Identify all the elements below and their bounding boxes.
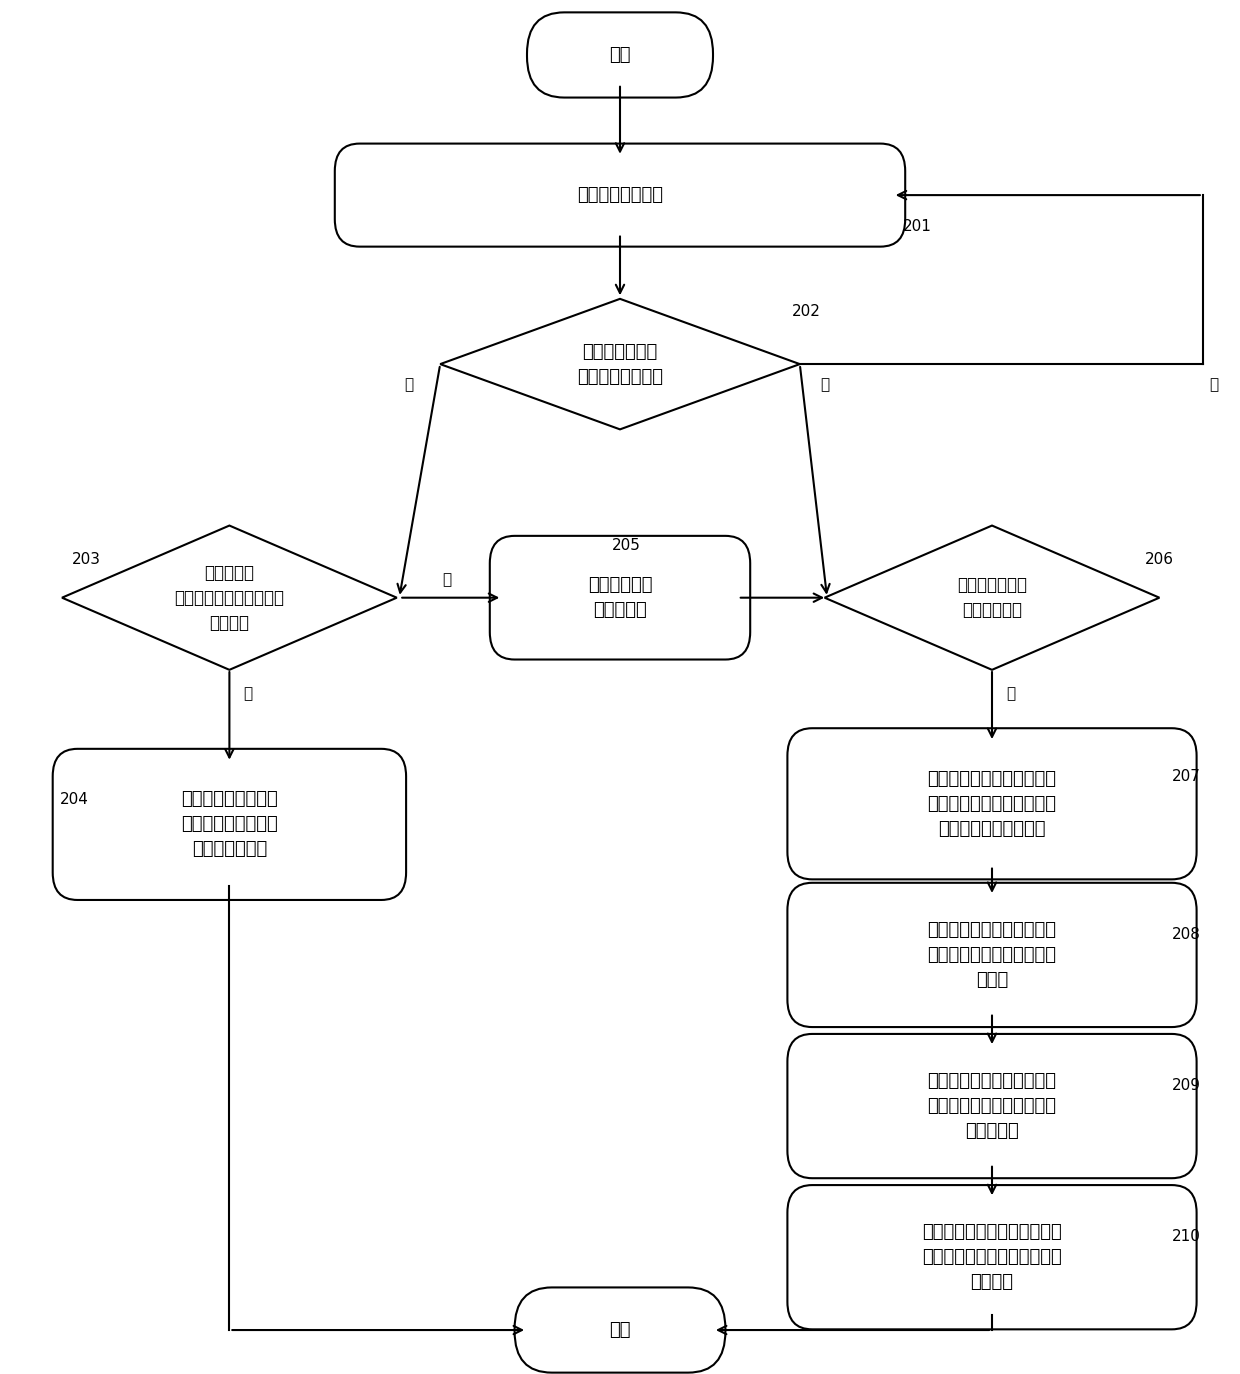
Text: 208: 208: [1172, 927, 1202, 941]
FancyBboxPatch shape: [787, 1184, 1197, 1330]
Text: 206: 206: [1145, 552, 1174, 566]
Text: 210: 210: [1172, 1230, 1202, 1243]
FancyBboxPatch shape: [787, 1035, 1197, 1179]
Text: 结束: 结束: [609, 1320, 631, 1340]
FancyBboxPatch shape: [787, 728, 1197, 879]
Text: 判断环境中是否
存在交互对象: 判断环境中是否 存在交互对象: [957, 576, 1027, 620]
FancyBboxPatch shape: [527, 12, 713, 98]
Text: 进入人机交互状态: 进入人机交互状态: [577, 185, 663, 205]
Text: 确定声音信号
的来源方向: 确定声音信号 的来源方向: [588, 576, 652, 620]
FancyBboxPatch shape: [335, 144, 905, 247]
Text: 将交互对象在世界坐标下的
坐标转换为麦克风坐标系下
的坐标: 将交互对象在世界坐标下的 坐标转换为麦克风坐标系下 的坐标: [928, 921, 1056, 989]
Text: 根据声音信号的来源
方向确定麦克风阵列
波束成型的角度: 根据声音信号的来源 方向确定麦克风阵列 波束成型的角度: [181, 790, 278, 859]
Text: 205: 205: [611, 539, 641, 552]
Text: 基于修正的麦克风阵列的声源
位置，确定麦克风阵列波束成
型的角度: 基于修正的麦克风阵列的声源 位置，确定麦克风阵列波束成 型的角度: [923, 1223, 1061, 1292]
Text: 203: 203: [72, 552, 102, 566]
FancyBboxPatch shape: [515, 1287, 725, 1373]
Text: 209: 209: [1172, 1079, 1202, 1092]
Text: 202: 202: [791, 305, 821, 319]
Polygon shape: [62, 526, 397, 671]
Text: 确定交互对象的位置，该交
互对象的位置为该交互对象
在世界坐标系下的坐标: 确定交互对象的位置，该交 互对象的位置为该交互对象 在世界坐标系下的坐标: [928, 769, 1056, 838]
Polygon shape: [825, 526, 1159, 671]
Text: 开始: 开始: [609, 45, 631, 65]
FancyBboxPatch shape: [787, 883, 1197, 1028]
FancyBboxPatch shape: [52, 749, 407, 900]
FancyBboxPatch shape: [490, 536, 750, 660]
Text: 判断检测到
声音信号中是否存在唤醒
指示信息: 判断检测到 声音信号中是否存在唤醒 指示信息: [175, 563, 284, 632]
Text: 否: 否: [1209, 378, 1218, 392]
Text: 否: 否: [441, 573, 451, 587]
Text: 采用交互对象在麦克风坐标
系下的坐标修正麦克风阵列
的声源位置: 采用交互对象在麦克风坐标 系下的坐标修正麦克风阵列 的声源位置: [928, 1072, 1056, 1140]
Polygon shape: [440, 300, 800, 429]
Text: 207: 207: [1172, 769, 1202, 783]
Text: 是: 是: [404, 378, 414, 392]
Text: 201: 201: [903, 220, 932, 234]
Text: 是: 是: [243, 687, 253, 701]
Text: 是: 是: [1006, 687, 1016, 701]
Text: 判断是否检测到
环境中的声音信号: 判断是否检测到 环境中的声音信号: [577, 342, 663, 386]
Text: 否: 否: [820, 378, 830, 392]
Text: 204: 204: [60, 793, 89, 807]
